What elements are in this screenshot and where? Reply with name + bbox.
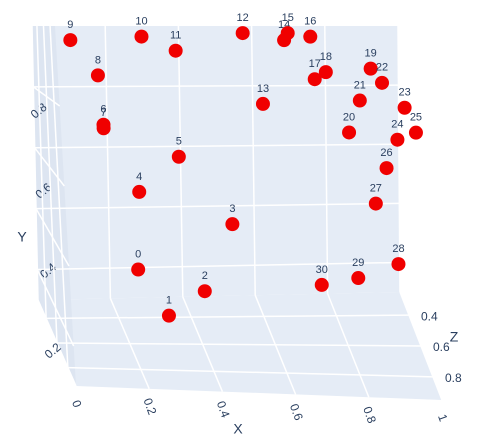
grid-line xyxy=(250,25,256,296)
z-axis-title: Z xyxy=(450,329,459,345)
point xyxy=(390,132,405,147)
point xyxy=(255,96,270,111)
point xyxy=(96,121,111,136)
point xyxy=(197,284,212,299)
grid-line xyxy=(49,25,69,368)
left-wall xyxy=(32,26,76,386)
point-label: 1 xyxy=(166,295,172,307)
x-tick-label: 0.2 xyxy=(141,396,160,417)
grid-line xyxy=(67,366,434,378)
point-label: 29 xyxy=(352,257,364,269)
point-label: 30 xyxy=(316,264,328,276)
x-tick-label: 0.6 xyxy=(287,402,306,423)
point xyxy=(318,65,333,80)
grid-line xyxy=(397,25,401,293)
point-label: 5 xyxy=(176,136,182,148)
point xyxy=(132,184,147,199)
point-label: 24 xyxy=(391,119,403,131)
point-label: 13 xyxy=(257,83,269,95)
z-tick-label: 0.4 xyxy=(421,309,438,323)
point-label: 15 xyxy=(282,12,294,24)
point xyxy=(352,93,367,108)
point xyxy=(351,271,366,286)
grid-line xyxy=(104,25,112,299)
point-label: 7 xyxy=(101,107,107,119)
grid-line xyxy=(31,25,39,301)
x-tick-label: 0.4 xyxy=(214,399,233,420)
point xyxy=(303,29,318,44)
point-label: 6 xyxy=(100,104,106,116)
point-label: 21 xyxy=(354,79,366,91)
point-label: 27 xyxy=(370,182,382,194)
point-label: 11 xyxy=(170,30,181,42)
point xyxy=(225,217,240,232)
point-label: 2 xyxy=(202,270,208,282)
point-label: 12 xyxy=(237,12,249,24)
point xyxy=(379,161,394,176)
point xyxy=(161,308,176,323)
point-label: 26 xyxy=(380,147,392,159)
point xyxy=(397,100,412,115)
point xyxy=(90,68,105,83)
point-label: 9 xyxy=(67,19,73,31)
z-tick-label: 0.8 xyxy=(445,371,462,385)
point-label: 19 xyxy=(365,48,377,60)
point xyxy=(314,277,329,292)
point-label: 28 xyxy=(392,243,404,255)
point xyxy=(368,196,383,211)
point-label: 23 xyxy=(398,87,410,99)
grid-line xyxy=(34,143,399,149)
point xyxy=(307,72,322,87)
point xyxy=(134,29,149,44)
point-label: 16 xyxy=(304,16,316,28)
x-tick-label: 1 xyxy=(435,412,451,423)
x-tick-label: 0 xyxy=(69,398,85,409)
floor xyxy=(38,292,442,400)
scene-walls xyxy=(32,26,442,400)
grid-line xyxy=(56,342,422,347)
point xyxy=(131,262,146,277)
point xyxy=(342,125,357,140)
point-label: 10 xyxy=(135,15,147,27)
point-label: 3 xyxy=(229,203,235,215)
x-axis-title: X xyxy=(233,421,243,437)
y-axis-title: Y xyxy=(17,229,27,245)
point-label: 8 xyxy=(95,54,101,66)
point xyxy=(363,61,378,76)
point xyxy=(375,75,390,90)
point-label: 22 xyxy=(376,62,388,74)
grid-line xyxy=(46,314,410,320)
point xyxy=(280,26,295,41)
point xyxy=(63,33,78,48)
grid-line xyxy=(33,84,399,88)
point-label: 18 xyxy=(320,51,332,63)
grid-line xyxy=(36,25,47,319)
point-label: 20 xyxy=(343,111,355,123)
grid-line xyxy=(35,202,400,210)
back-wall xyxy=(32,26,400,300)
point xyxy=(408,125,423,140)
point xyxy=(168,43,183,58)
point-label: 4 xyxy=(136,171,142,183)
point xyxy=(391,257,406,272)
point xyxy=(235,26,250,41)
point-label: 25 xyxy=(410,112,422,124)
point xyxy=(171,149,186,164)
grid-line xyxy=(37,261,400,271)
grid-line xyxy=(42,25,58,344)
point-label: 17 xyxy=(309,58,321,70)
z-tick-label: 0.6 xyxy=(433,340,450,354)
point-label: 0 xyxy=(135,248,141,260)
x-tick-label: 0.8 xyxy=(360,405,379,426)
